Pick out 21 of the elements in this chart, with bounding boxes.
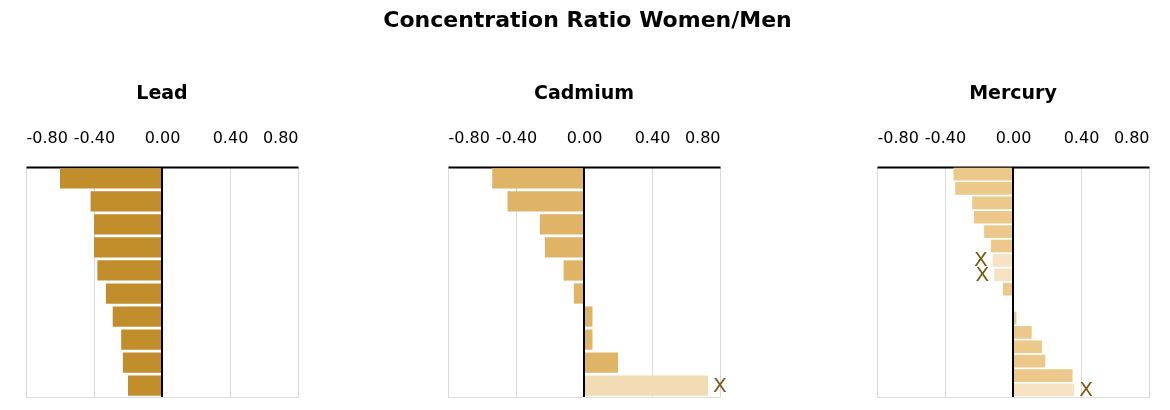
x-tick-label: -0.40 <box>73 127 116 147</box>
x-tick-label: -0.40 <box>495 127 538 147</box>
x-tick-label: 0.80 <box>1113 127 1150 147</box>
chart-title: Lead <box>136 81 188 103</box>
x-tick-label: 0.40 <box>1063 127 1100 147</box>
x-tick-label: 0.80 <box>684 127 721 147</box>
x-tick-label: 0.80 <box>262 127 299 147</box>
x-tick-label: -0.80 <box>877 127 919 147</box>
x-tick-label: -0.80 <box>448 127 490 147</box>
x-tick-label: 0.40 <box>212 127 249 147</box>
x-tick-label: 0.00 <box>144 127 181 147</box>
chart-title: Cadmium <box>533 81 635 103</box>
x-tick-label: -0.40 <box>924 127 967 147</box>
text: Concentration Ratio Women/Men <box>383 6 792 32</box>
x-tick-label: 0.00 <box>995 127 1032 147</box>
chart-title: Mercury <box>969 81 1058 103</box>
x-tick-label: 0.40 <box>634 127 671 147</box>
data-label: X <box>1079 376 1094 401</box>
x-tick-label: 0.00 <box>566 127 603 147</box>
data-label: X <box>713 372 728 397</box>
x-tick-label: -0.80 <box>26 127 68 147</box>
